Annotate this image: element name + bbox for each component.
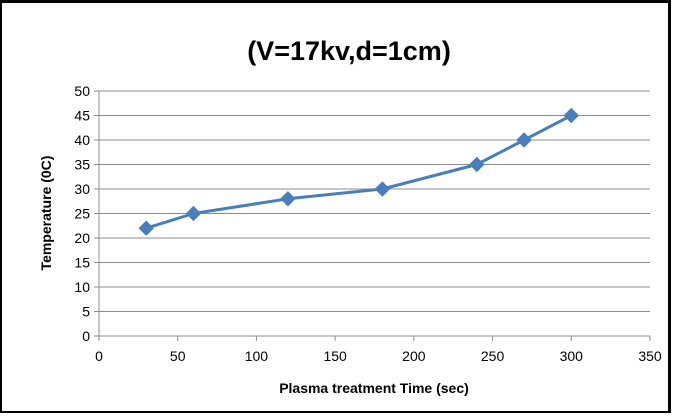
y-tick-label: 50 — [74, 83, 90, 99]
x-tick-label: 150 — [323, 348, 347, 364]
x-tick-label: 300 — [560, 348, 584, 364]
y-tick-label: 20 — [74, 230, 90, 246]
data-point-marker — [563, 107, 579, 124]
chart-title: (V=17kv,d=1cm) — [247, 36, 451, 66]
data-point-marker — [185, 205, 202, 222]
axes — [94, 90, 651, 341]
x-tick-label: 350 — [638, 348, 662, 364]
y-tick-label: 25 — [74, 206, 90, 222]
series-group — [138, 107, 579, 236]
gridlines — [99, 90, 650, 312]
y-tick-label: 0 — [82, 328, 90, 344]
data-point-marker — [516, 132, 532, 148]
y-tick-label: 10 — [74, 279, 90, 295]
x-axis-label: Plasma treatment Time (sec) — [279, 380, 469, 396]
y-tick-labels: 0 5 10 15 20 25 30 35 40 45 50 — [74, 83, 90, 344]
x-tick-label: 250 — [481, 348, 505, 364]
y-tick-label: 40 — [74, 132, 90, 148]
x-tick-label: 0 — [95, 348, 103, 364]
x-tick-label: 200 — [402, 348, 426, 364]
y-tick-label: 45 — [74, 108, 90, 124]
y-tick-label: 5 — [82, 304, 90, 320]
data-point-marker — [280, 191, 296, 207]
data-point-marker — [469, 156, 485, 173]
data-point-marker — [138, 220, 154, 236]
series-line — [145, 114, 572, 230]
y-axis-label: Temperature (0C) — [38, 156, 54, 271]
data-point-marker — [374, 181, 391, 197]
y-tick-label: 30 — [74, 181, 90, 197]
y-tick-label: 35 — [74, 157, 90, 173]
x-tick-label: 100 — [245, 348, 269, 364]
x-tick-labels: 0 50 100 150 200 250 300 350 — [95, 348, 662, 364]
x-tick-label: 50 — [170, 348, 186, 364]
y-tick-label: 15 — [74, 255, 90, 271]
